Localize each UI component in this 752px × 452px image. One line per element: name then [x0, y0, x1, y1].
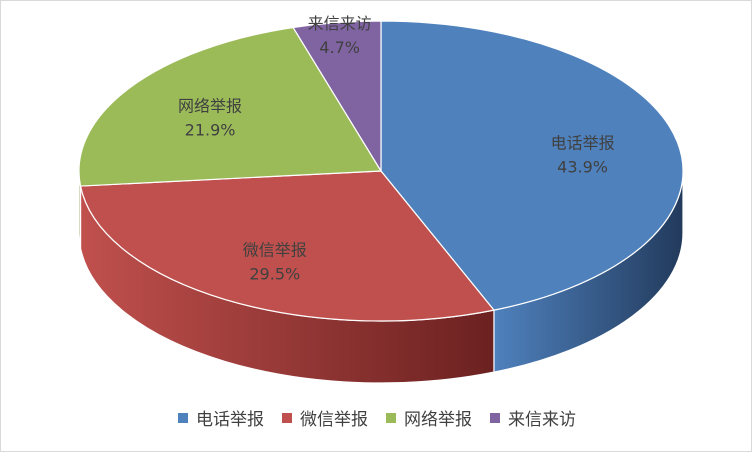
slice-value-phone: 43.9% — [557, 158, 608, 177]
pie-slice-online — [78, 26, 383, 187]
pie-chart: 电话举报 43.9% 微信举报 29.5% 网络举报 21.9% 来信来访 4.7% — [78, 14, 684, 384]
pie-tops — [78, 20, 684, 322]
legend: 电话举报 微信举报 网络举报 来信来访 — [1, 405, 752, 430]
legend-item-wechat: 微信举报 — [282, 405, 368, 430]
legend-label-letter: 来信来访 — [508, 410, 576, 430]
slice-value-letter: 4.7% — [319, 38, 360, 57]
slice-label-letter: 来信来访 — [308, 14, 372, 33]
legend-swatch-wechat — [282, 412, 292, 423]
slice-value-online: 21.9% — [185, 120, 236, 139]
legend-item-phone: 电话举报 — [178, 405, 264, 430]
slice-label-phone: 电话举报 — [551, 134, 615, 153]
slice-label-wechat: 微信举报 — [243, 240, 307, 259]
pie-labels: 电话举报 43.9% 微信举报 29.5% 网络举报 21.9% 来信来访 4.7% — [178, 14, 615, 283]
legend-swatch-online — [386, 412, 396, 423]
legend-swatch-phone — [178, 412, 188, 423]
legend-label-wechat: 微信举报 — [300, 410, 368, 430]
legend-label-phone: 电话举报 — [196, 410, 264, 430]
legend-item-letter: 来信来访 — [490, 405, 576, 430]
legend-swatch-letter — [490, 412, 500, 423]
pie-slice-letter — [292, 20, 382, 174]
pie-slice-phone — [380, 20, 684, 311]
legend-label-online: 网络举报 — [404, 410, 472, 430]
legend-item-online: 网络举报 — [386, 405, 472, 430]
slice-label-online: 网络举报 — [178, 96, 242, 115]
slice-value-wechat: 29.5% — [249, 264, 300, 283]
pie-slice-wechat — [79, 170, 496, 322]
